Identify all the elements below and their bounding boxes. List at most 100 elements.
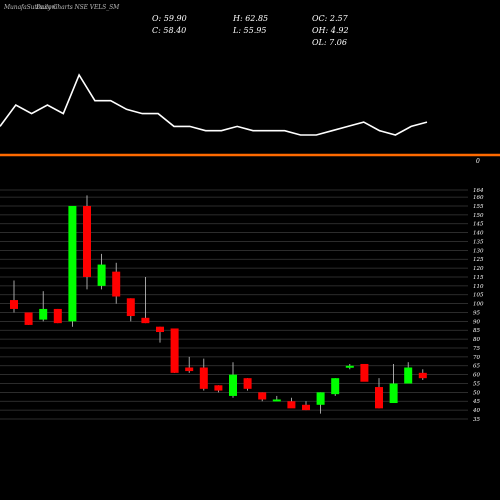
- y-tick-label: 55: [473, 381, 480, 387]
- candle: [185, 356, 194, 373]
- candle-body-up: [39, 308, 48, 320]
- stat-oc: OC: 2.57: [312, 14, 348, 23]
- candle-body-up: [345, 365, 354, 368]
- candle-body-up: [331, 378, 340, 395]
- candle: [229, 362, 237, 398]
- y-tick-label: 120: [473, 266, 484, 272]
- y-tick-label: 85: [473, 328, 480, 334]
- candle: [375, 378, 383, 409]
- candle: [39, 291, 48, 322]
- candle-body-down: [418, 372, 427, 379]
- y-tick-label: 164: [473, 188, 484, 194]
- watermark-text: MunafaSutra.com: [4, 4, 58, 11]
- y-tick-label: 115: [473, 275, 484, 281]
- candle-body-down: [258, 392, 267, 400]
- candle-body-up: [229, 374, 237, 396]
- y-tick-label: 155: [473, 204, 484, 210]
- candle: [141, 276, 150, 324]
- y-tick-label: 90: [473, 319, 480, 325]
- y-tick-label: 75: [473, 346, 480, 352]
- stat-low: L: 55.95: [233, 26, 267, 35]
- candle: [97, 253, 106, 290]
- candle-body-down: [156, 326, 164, 333]
- candle-body-down: [112, 271, 121, 297]
- candle: [331, 378, 340, 396]
- candle-body-down: [185, 367, 194, 372]
- y-tick-label: 50: [473, 390, 480, 396]
- candle-body-down: [199, 367, 208, 389]
- candle: [170, 328, 179, 373]
- y-tick-label: 150: [473, 213, 484, 219]
- candle: [418, 369, 427, 380]
- candle: [316, 392, 325, 414]
- candle-body-down: [170, 328, 179, 373]
- candle-body-up: [97, 264, 106, 286]
- candle: [156, 326, 164, 343]
- y-tick-label: 110: [473, 284, 484, 290]
- candle-body-down: [214, 385, 223, 391]
- candle-body-up: [272, 399, 281, 402]
- candle-body-down: [287, 401, 296, 409]
- candle-body-down: [126, 298, 135, 317]
- candle: [302, 401, 310, 411]
- candle: [68, 205, 77, 327]
- y-tick-label: 125: [473, 257, 484, 263]
- candle-body-up: [389, 383, 398, 404]
- candle-body-down: [10, 300, 18, 309]
- candle: [83, 195, 91, 290]
- y-tick-label: 40: [472, 408, 480, 414]
- y-tick-label: 45: [472, 399, 480, 405]
- y-tick-label: 70: [473, 355, 480, 361]
- y-tick-label: 160: [473, 195, 484, 201]
- separator-value: 0: [476, 158, 480, 165]
- candle-body-up: [68, 205, 77, 322]
- y-tick-label: 35: [473, 417, 480, 423]
- candle: [258, 392, 267, 402]
- y-tick-label: 105: [473, 293, 484, 299]
- y-tick-label: 100: [473, 302, 484, 308]
- y-tick-label: 135: [473, 239, 484, 245]
- y-tick-label: 60: [473, 373, 480, 379]
- title-text: Daily Charts NSE VELS_SM: [36, 4, 120, 11]
- stat-close: C: 58.40: [152, 26, 187, 35]
- candle-body-down: [360, 363, 369, 382]
- y-tick-label: 80: [473, 337, 480, 343]
- line-series: [0, 73, 428, 136]
- candle-body-down: [53, 308, 62, 324]
- stat-oh: OH: 4.92: [312, 26, 349, 35]
- y-tick-label: 145: [473, 222, 484, 228]
- candle-body-down: [24, 312, 33, 325]
- y-axis-ticks: 35 40 45 50 55 60 65 70 75 80 85 90 95 100 105 110 115 12…: [472, 188, 484, 423]
- y-tick-label: 130: [473, 248, 484, 254]
- candle-body-down: [141, 317, 150, 324]
- candle-body-down: [83, 205, 91, 277]
- candle: [199, 358, 208, 391]
- candle-body-up: [316, 392, 325, 405]
- candle: [404, 362, 413, 384]
- candle: [112, 262, 121, 304]
- stat-open: O: 59.90: [152, 14, 187, 23]
- candle: [24, 312, 33, 325]
- candle: [389, 363, 398, 404]
- candle: [243, 378, 252, 391]
- candle: [287, 397, 296, 409]
- price-grid: [0, 189, 468, 420]
- candle: [360, 363, 369, 382]
- candle-body-down: [375, 387, 383, 409]
- stat-ol: OL: 7.06: [312, 38, 347, 47]
- candle: [10, 280, 18, 313]
- y-tick-label: 140: [473, 231, 484, 237]
- y-tick-label: 95: [473, 310, 480, 316]
- candle: [126, 298, 135, 322]
- candle: [214, 385, 223, 393]
- candle-body-down: [243, 378, 252, 389]
- y-tick-label: 65: [473, 364, 480, 370]
- candle: [53, 308, 62, 324]
- candle: [345, 363, 354, 370]
- candlestick-series: [10, 195, 427, 414]
- candle-body-up: [404, 367, 413, 384]
- candle: [272, 395, 281, 402]
- candle-body-down: [302, 404, 310, 411]
- stat-high: H: 62.85: [233, 14, 269, 23]
